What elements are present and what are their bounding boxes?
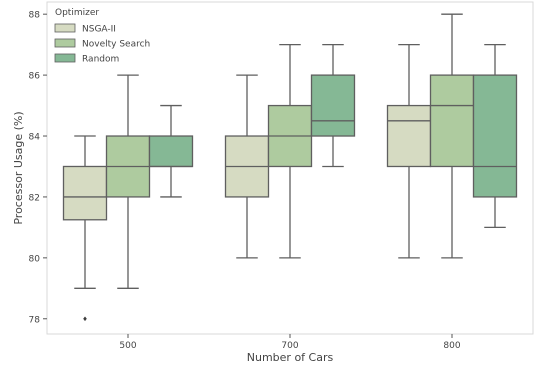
- box-group: [386, 43, 432, 259]
- box: [472, 74, 518, 198]
- y-tick-label: 86: [29, 72, 41, 82]
- box: [148, 135, 194, 168]
- box-group: [62, 135, 108, 322]
- box: [62, 165, 108, 221]
- box-group: [105, 74, 151, 289]
- box: [386, 104, 432, 168]
- y-tick-label: 82: [29, 193, 40, 203]
- y-tick-label: 78: [29, 315, 41, 325]
- y-axis: 78 80 82 84 86 88: [29, 11, 47, 325]
- x-tick-label: 800: [443, 341, 460, 351]
- outlier-point: [83, 316, 87, 322]
- legend-label: Random: [82, 55, 119, 65]
- box: [310, 74, 356, 137]
- legend-title: Optimizer: [55, 8, 99, 18]
- boxes-layer: [62, 13, 518, 322]
- y-axis-label: Processor Usage (%): [12, 111, 25, 224]
- box-group: [429, 13, 475, 259]
- legend-label: NSGA-II: [82, 25, 116, 35]
- x-axis: 500 700 800: [119, 334, 461, 351]
- legend-label: Novelty Search: [82, 40, 150, 50]
- legend-swatch: [54, 38, 76, 48]
- x-tick-label: 700: [281, 341, 298, 351]
- y-tick-label: 80: [29, 254, 41, 264]
- y-tick-label: 84: [29, 133, 41, 143]
- box: [429, 74, 475, 168]
- legend: Optimizer NSGA-II Novelty Search Random: [54, 8, 150, 65]
- box-group: [472, 43, 518, 229]
- box-group: [310, 43, 356, 168]
- box-group: [267, 43, 313, 259]
- legend-swatch: [54, 53, 76, 63]
- y-tick-label: 88: [29, 11, 41, 21]
- legend-swatch: [54, 23, 76, 33]
- x-axis-label: Number of Cars: [247, 351, 334, 364]
- x-tick-label: 500: [119, 341, 136, 351]
- box-group: [224, 74, 270, 259]
- box-group: [148, 104, 194, 198]
